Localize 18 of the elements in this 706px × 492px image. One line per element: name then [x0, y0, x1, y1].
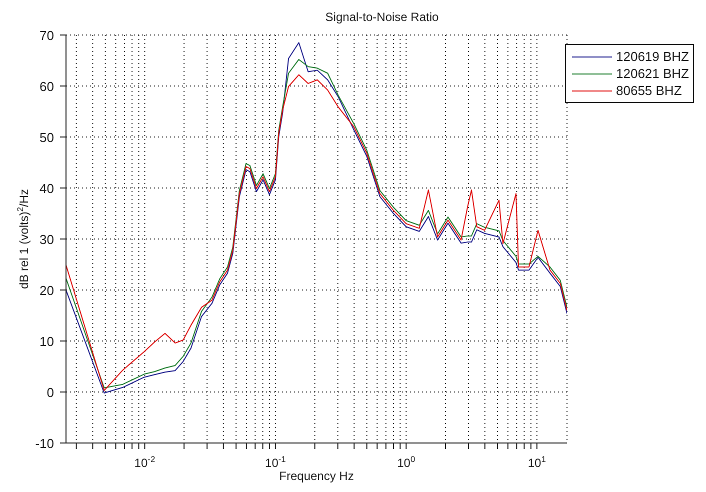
y-tick-label: 60	[40, 79, 54, 94]
y-tick-label: -10	[35, 436, 54, 451]
y-tick-label: 10	[40, 334, 54, 349]
x-tick-label: 10$^{1}$	[528, 454, 546, 470]
y-tick-label: 70	[40, 28, 54, 43]
x-tick-label: 10$^{-1}$	[265, 454, 286, 470]
legend-label: 120621 BHZ	[616, 65, 689, 82]
x-tick-label: 10$^{-2}$	[134, 454, 156, 470]
x-axis-title: Frequency Hz	[279, 469, 354, 483]
x-tick-label: 10$^{0}$	[397, 454, 416, 470]
y-tick-label: 20	[40, 283, 54, 298]
y-tick-label: 30	[40, 232, 54, 247]
legend-label: 120619 BHZ	[616, 48, 689, 65]
y-tick-label: 0	[46, 385, 54, 400]
chart-title: Signal-to-Noise Ratio	[324, 10, 440, 24]
legend-label: 80655 BHZ	[616, 82, 682, 99]
y-tick-label: 40	[40, 181, 54, 196]
y-tick-label: 50	[40, 130, 54, 145]
